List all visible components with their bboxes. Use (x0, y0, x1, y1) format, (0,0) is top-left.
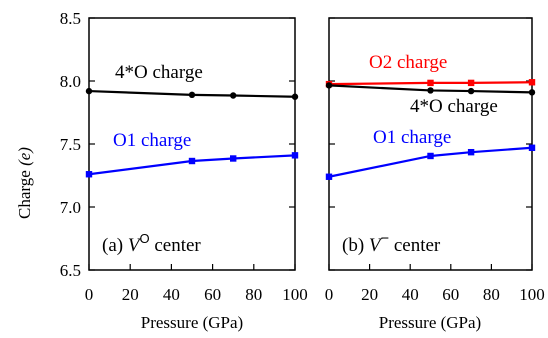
panel-b-x-tick-label: 80 (483, 285, 500, 304)
panel-b-series-o1-charge-point (467, 148, 475, 156)
panel-a-series (85, 87, 299, 178)
y-tick-label: 8.0 (60, 72, 81, 91)
panel-b-series-o2-charge-point (427, 79, 434, 87)
panel-b-series-4-o-charge-line (328, 84, 533, 94)
panel-a-x-tick-label: 60 (204, 285, 221, 304)
panel-a-series-o1-charge-point (291, 152, 299, 159)
panel-b-series-o2-charge-line (328, 81, 533, 86)
panel-b-x-tick-label: 20 (361, 285, 378, 304)
panel-b-x-tick-label: 100 (519, 285, 545, 304)
panel-a-label: (a) VO center (102, 227, 201, 256)
panel-b-label-symbol: V (369, 235, 383, 256)
panel-b-x-tick-label: 40 (402, 285, 419, 304)
panel-a-label-suffix: center (154, 235, 201, 256)
y-tick-label: 6.5 (60, 261, 81, 280)
panel-a-label-letter: (a) (102, 235, 123, 256)
panel-b-x-tick-label: 60 (442, 285, 459, 304)
panel-a-series-4-o-charge-point (85, 87, 93, 95)
panel-b-label-letter: (b) (342, 235, 364, 256)
panel-a-x-tick-label: 40 (163, 285, 180, 304)
panel-b-label-superscript: − (381, 231, 390, 247)
panel-a-y-ticks: 6.5 7.0 7.5 8.0 8.5 (60, 9, 295, 280)
panel-a-x-ticks: 0 20 40 60 80 100 (85, 264, 308, 304)
panel-a-x-tick-label: 0 (85, 285, 94, 304)
y-axis-title: Charge (e) (15, 147, 34, 219)
panel-b-series-4-o-charge-point (427, 87, 434, 94)
y-tick-label: 8.5 (60, 9, 81, 28)
y-axis-title-unit: (e) (15, 147, 34, 166)
panel-a-series-o1-charge-point (85, 171, 93, 178)
panel-a-label-symbol: V (128, 235, 142, 256)
panel-b-annotation-o1: O1 charge (373, 127, 451, 148)
panel-a-series-o1-charge-point (230, 155, 237, 162)
panel-b-annotation-o2: O2 charge (369, 52, 447, 73)
panel-a-annotation-4o: 4*O charge (115, 62, 203, 83)
panel-b-x-tick-label: 0 (325, 285, 334, 304)
panel-a-annotation-o1: O1 charge (113, 130, 191, 151)
y-tick-label: 7.0 (60, 198, 81, 217)
panel-a: 6.57.07.58.08.5 0 20 40 60 80 100 4*O charge … (60, 9, 308, 304)
panel-b-series-4-o-charge-point (325, 82, 333, 89)
panel-a-x-tick-label: 100 (282, 285, 308, 304)
panel-a-series-o1-charge-line (88, 154, 296, 176)
panel-a-x-tick-label: 20 (122, 285, 139, 304)
panel-a-series-o1-charge-point (188, 157, 196, 165)
panel-a-series-4-o-charge-point (188, 91, 196, 99)
panel-b-series-4-o-charge-point (467, 87, 475, 95)
panel-b-x-ticks: 0 20 40 60 80 100 (325, 264, 545, 304)
y-tick-label: 7.5 (60, 135, 81, 154)
panel-a-x-tick-label: 80 (245, 285, 262, 304)
panel-b-series (325, 79, 536, 180)
y-axis-title-text: Charge (15, 170, 34, 219)
panel-a-series-4-o-charge-line (88, 89, 296, 98)
panel-b-series-o1-charge-line (328, 146, 533, 178)
panel-b-series-o1-charge-point (427, 152, 434, 160)
panel-a-x-axis-title: Pressure (GPa) (141, 313, 243, 332)
panel-b-annotation-4o: 4*O charge (410, 96, 498, 117)
panel-a-label-superscript: O (139, 231, 149, 246)
panel-a-series-4-o-charge-point (230, 92, 237, 99)
panel-b-label-suffix: center (394, 235, 441, 256)
panel-b-x-axis-title: Pressure (GPa) (379, 313, 481, 332)
panel-b-label: (b) V− center (342, 227, 441, 256)
panel-b-series-o2-charge-point (467, 79, 475, 87)
panel-b-series-o1-charge-point (528, 144, 536, 151)
panel-b-series-4-o-charge-point (528, 89, 536, 96)
panel-b: 0 20 40 60 80 100 O2 charge 4*O charge O1 cha… (325, 17, 545, 304)
panel-b-series-o2-charge-point (528, 79, 536, 86)
panel-a-series-4-o-charge-point (291, 93, 299, 100)
panel-b-series-o1-charge-point (325, 173, 333, 180)
